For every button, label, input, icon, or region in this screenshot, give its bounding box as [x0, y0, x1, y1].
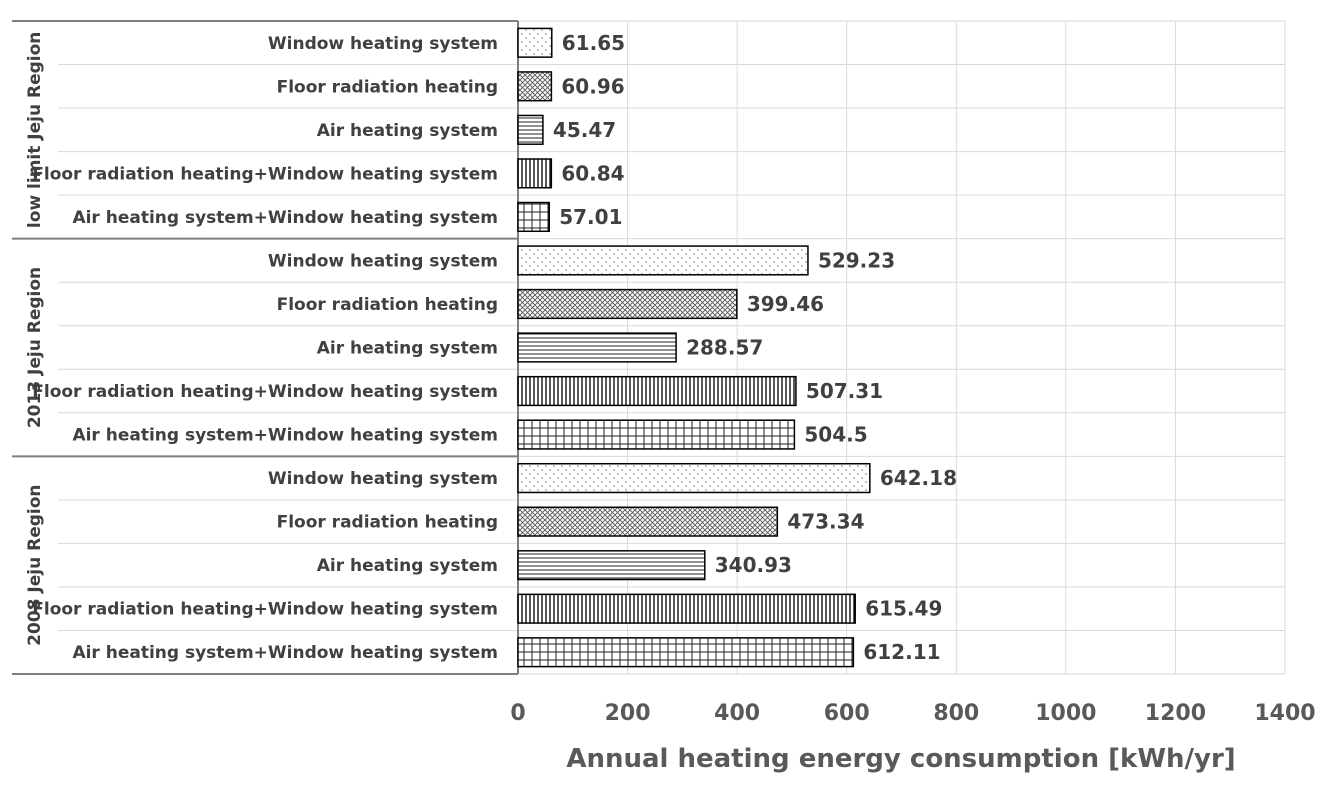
bar	[517, 201, 550, 233]
category-label: Air heating system+Window heating system	[72, 208, 498, 228]
x-axis-title: Annual heating energy consumption [kWh/y…	[566, 744, 1235, 774]
data-label: 529.23	[818, 248, 895, 272]
category-label: Floor radiation heating	[277, 295, 498, 315]
data-label: 615.49	[865, 597, 942, 621]
bar	[517, 288, 738, 320]
group-label: 2008 Jeju Region	[25, 484, 45, 645]
category-labels: Window heating system Floor radiation hea…	[32, 34, 498, 663]
data-label: 340.93	[715, 553, 792, 577]
group-label: low limit Jeju Region	[25, 32, 45, 228]
category-label: Window heating system	[268, 469, 498, 489]
category-label: Floor radiation heating	[277, 513, 498, 533]
bar	[517, 27, 553, 58]
bar	[517, 419, 796, 450]
category-label: Window heating system	[268, 251, 498, 271]
bar	[517, 71, 553, 102]
bar	[517, 637, 855, 668]
bar	[517, 245, 809, 276]
bar	[517, 332, 677, 363]
category-label: Floor radiation heating+Window heating s…	[32, 164, 498, 184]
data-label: 504.5	[804, 423, 867, 447]
x-tick-label: 0	[510, 701, 525, 726]
bars	[517, 27, 871, 668]
data-label: 612.11	[863, 640, 940, 664]
bar	[517, 593, 856, 624]
category-label: Window heating system	[268, 34, 498, 54]
data-label: 507.31	[806, 379, 883, 403]
group-label: 2013 Jeju Region	[25, 267, 45, 428]
bar	[517, 462, 871, 494]
category-label: Air heating system+Window heating system	[72, 426, 498, 446]
x-tick-label: 200	[605, 701, 651, 726]
x-tick-label: 800	[933, 701, 979, 726]
bar	[517, 375, 797, 407]
category-label: Floor radiation heating+Window heating s…	[32, 382, 498, 402]
data-label: 473.34	[787, 510, 864, 534]
x-tick-label: 400	[714, 701, 760, 726]
x-tick-label: 600	[824, 701, 870, 726]
x-tick-label: 1000	[1035, 701, 1096, 726]
category-label: Air heating system	[317, 556, 498, 576]
bar	[517, 114, 544, 145]
value-labels: 61.65 60.96 45.47 60.84 57.01 529.23 399.46 288…	[553, 31, 957, 664]
data-label: 61.65	[562, 31, 625, 55]
x-tick-label: 1400	[1254, 701, 1315, 726]
category-label: Air heating system	[317, 121, 498, 141]
data-label: 288.57	[686, 336, 763, 360]
data-label: 60.96	[561, 74, 624, 98]
bar	[517, 550, 706, 581]
x-axis-ticks: 0 200 400 600 800 1000 1200 1400	[510, 701, 1315, 726]
category-label: Floor radiation heating	[277, 77, 498, 97]
bar	[517, 506, 779, 537]
x-tick-label: 1200	[1145, 701, 1206, 726]
data-label: 399.46	[747, 292, 824, 316]
category-label: Air heating system	[317, 339, 498, 359]
data-label: 642.18	[880, 466, 957, 490]
bar	[517, 158, 553, 189]
category-label: Air heating system+Window heating system	[72, 643, 498, 663]
gridlines	[517, 20, 1286, 675]
category-label: Floor radiation heating+Window heating s…	[32, 600, 498, 620]
group-labels: low limit Jeju Region 2013 Jeju Region 200…	[25, 32, 45, 646]
data-label: 60.84	[561, 161, 624, 185]
data-label: 45.47	[553, 118, 616, 142]
data-label: 57.01	[559, 205, 622, 229]
